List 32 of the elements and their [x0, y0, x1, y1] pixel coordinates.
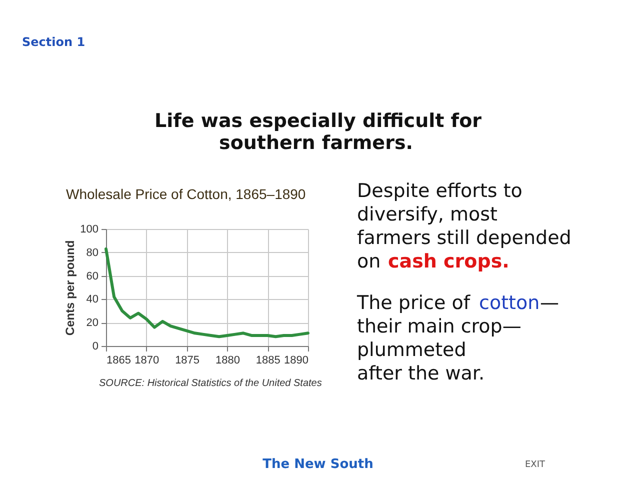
- text: on: [357, 250, 381, 272]
- x-tick-label: 1870: [134, 354, 160, 366]
- text: Despite efforts to: [357, 180, 522, 202]
- chart-title: Wholesale Price of Cotton, 1865–1890: [66, 186, 306, 202]
- text: plummeted: [357, 339, 466, 361]
- source-note: SOURCE: Historical Statistics of the United States: [99, 378, 322, 389]
- y-tick-label: 20: [86, 317, 98, 330]
- y-axis-title: Cents per pound: [63, 240, 78, 336]
- y-tick-label: 60: [86, 270, 98, 282]
- text: —: [540, 292, 559, 314]
- text: farmers still depended: [357, 227, 572, 249]
- text: cotton: [479, 292, 540, 314]
- line-series: [104, 247, 310, 338]
- x-tick-label: 1890: [284, 354, 308, 366]
- text: The price of: [356, 292, 472, 314]
- x-tick-label: 1880: [215, 354, 240, 366]
- text: their main crop—: [357, 316, 522, 338]
- text: The New South: [262, 457, 374, 472]
- text: cash crops.: [388, 250, 510, 272]
- y-tick-label: 0: [92, 340, 98, 352]
- text: after the war.: [357, 362, 484, 384]
- y-tick-label: 40: [86, 294, 98, 306]
- text: diversify, most: [357, 204, 498, 226]
- x-tick-label: 1875: [175, 354, 200, 366]
- text: southern farmers.: [219, 132, 413, 154]
- text: EXIT: [524, 460, 546, 470]
- y-tick-label: 100: [80, 224, 98, 236]
- text: Section 1: [22, 35, 86, 49]
- x-tick-label: 1885: [256, 354, 280, 366]
- y-tick-label: 80: [86, 246, 98, 259]
- text: Life was especially difficult for: [154, 110, 482, 132]
- x-tick-label: 1865: [106, 354, 131, 366]
